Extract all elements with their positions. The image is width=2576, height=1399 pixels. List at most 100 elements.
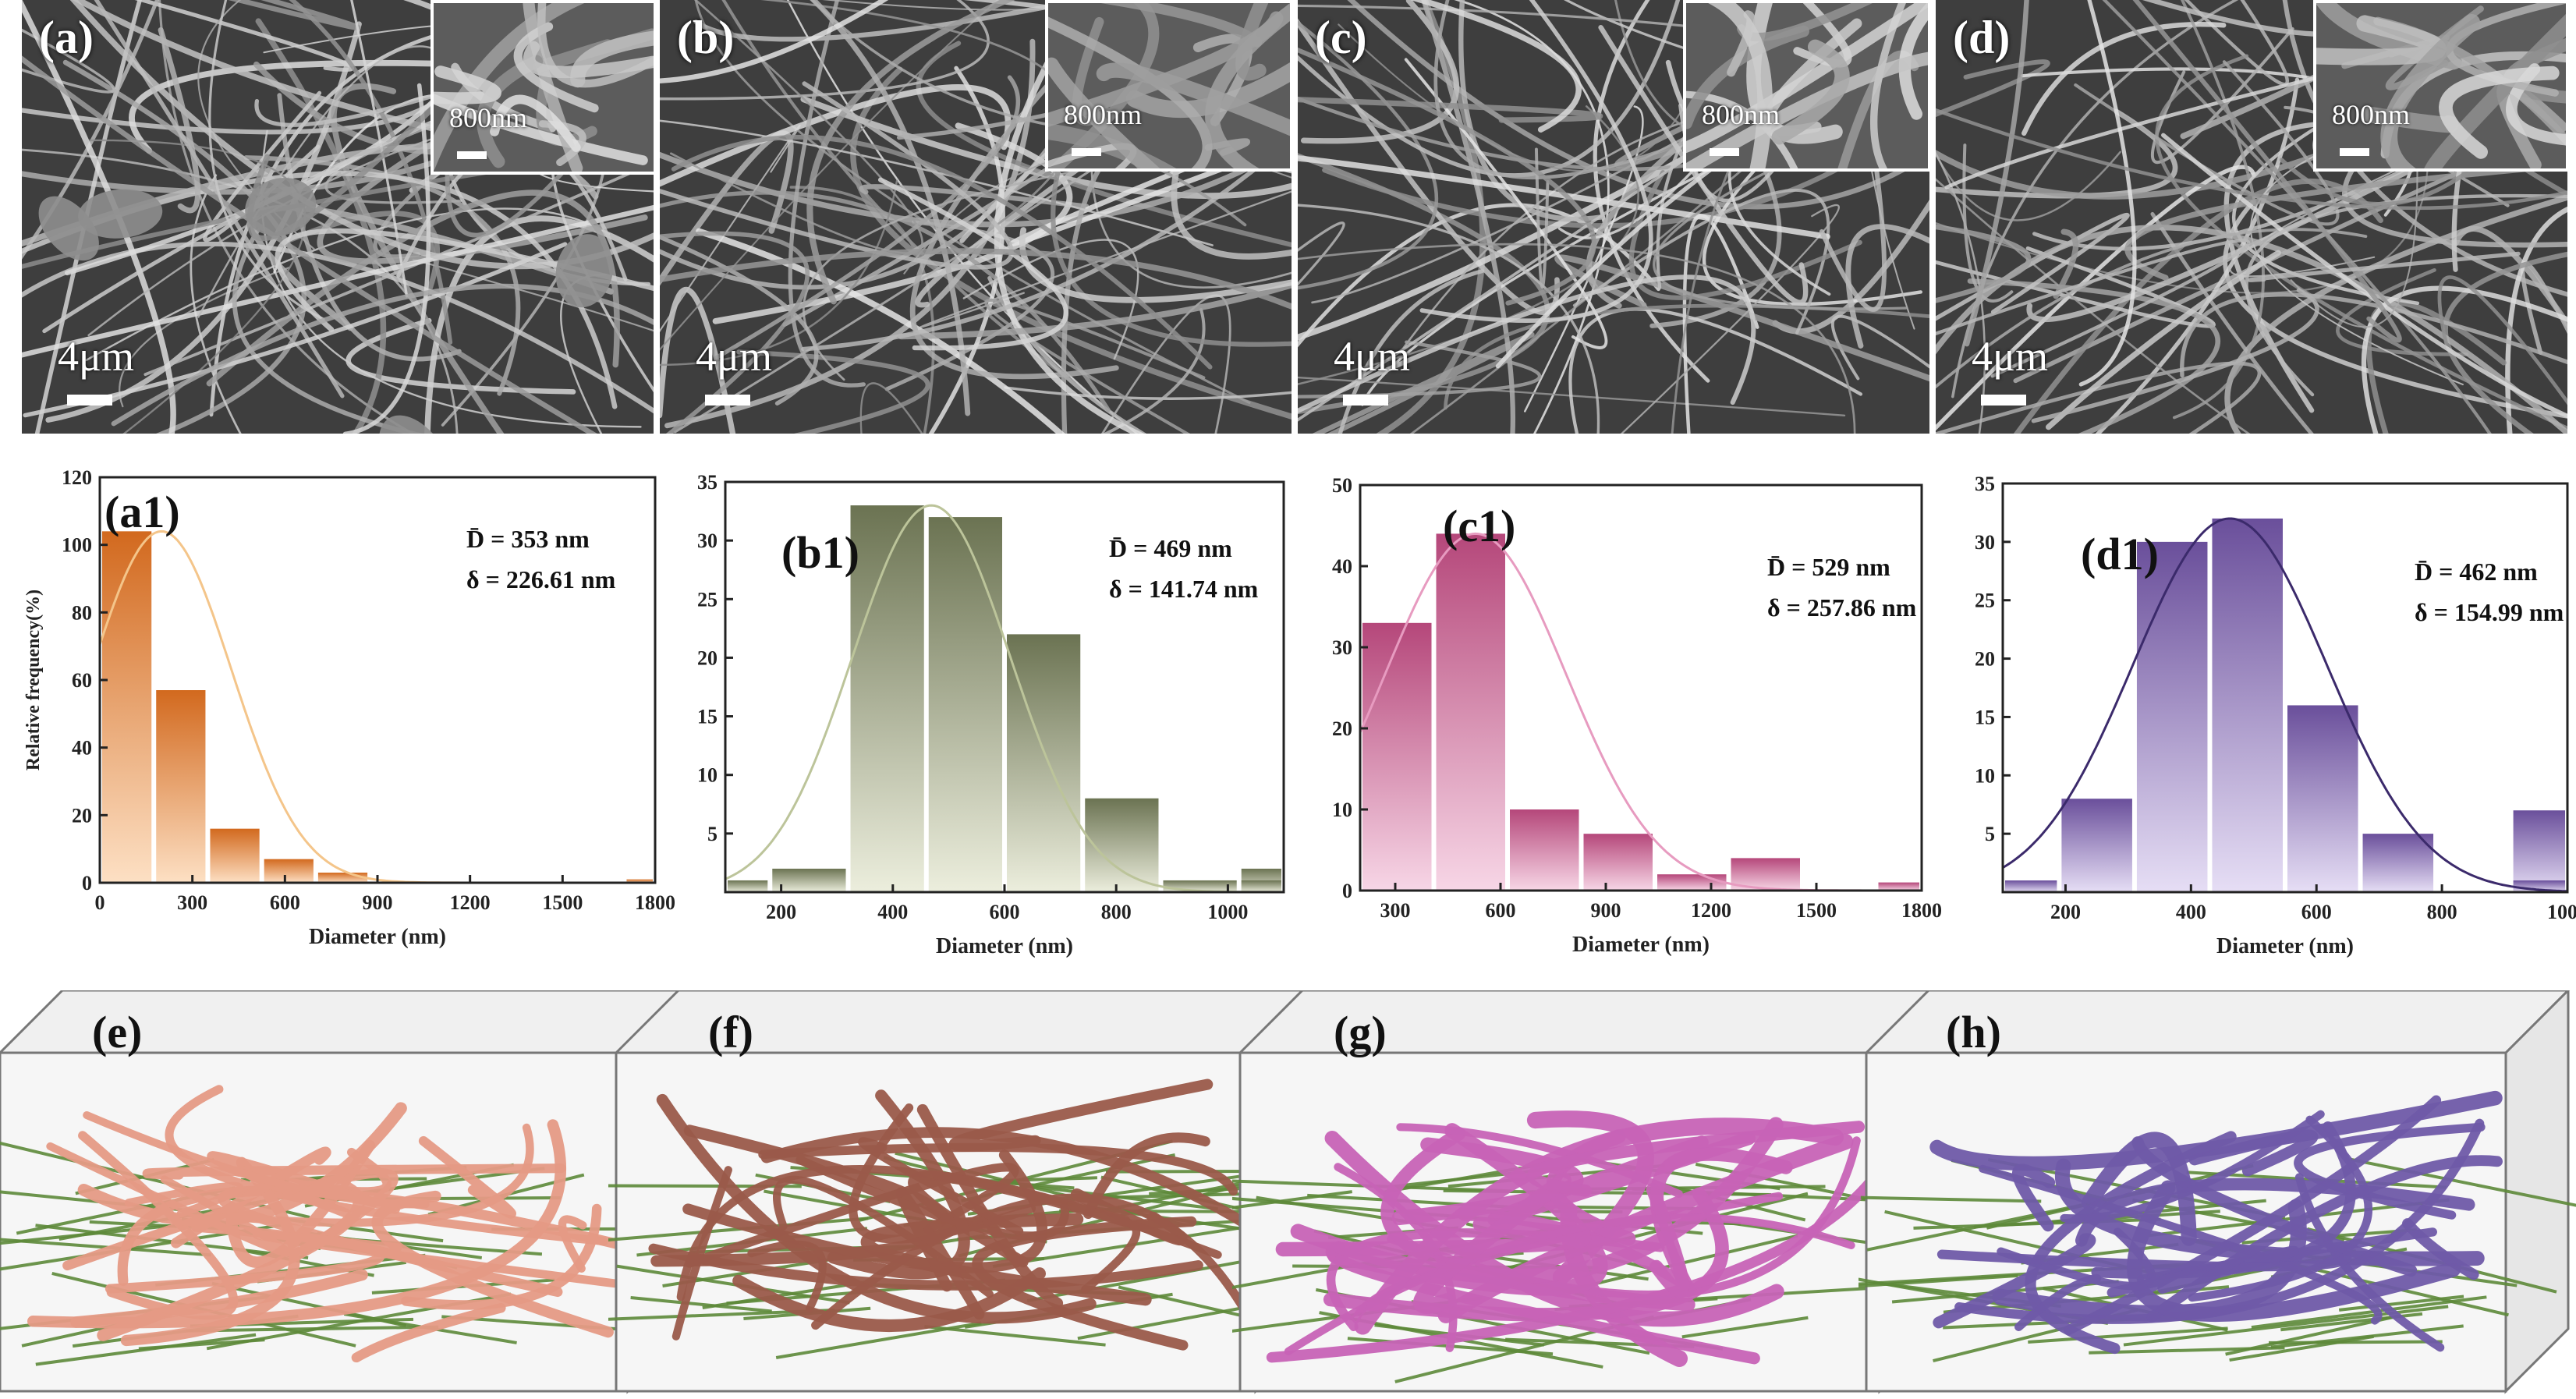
sem-fiber <box>788 0 866 388</box>
histogram-bar <box>2513 810 2565 892</box>
sem-fiber <box>1004 386 1292 400</box>
mean-diameter-label: D̄ = 353 nm <box>466 525 590 553</box>
scale-bar-a <box>67 395 112 406</box>
y-tick-label: 10 <box>697 764 718 787</box>
polymer-fiber <box>1324 1130 1784 1327</box>
sem-fiber <box>1298 274 1756 414</box>
sem-bead <box>78 189 163 239</box>
histogram-bar <box>1657 874 1727 891</box>
sem-fiber <box>859 184 1090 209</box>
polymer-fiber <box>142 1163 566 1180</box>
sem-fiber <box>2245 193 2567 397</box>
sem-fiber <box>317 123 648 264</box>
inset-fibers-a <box>434 3 654 172</box>
nanorod <box>211 1281 407 1328</box>
sem-fiber <box>1686 25 1809 129</box>
sem-fiber <box>424 215 654 434</box>
polymer-fiber <box>1954 1118 2485 1324</box>
x-axis-label: Diameter (nm) <box>936 934 1073 958</box>
y-tick-label: 10 <box>1975 764 1995 787</box>
sem-image-a: 800nm (a) 4μm <box>22 0 654 434</box>
nanorod <box>2089 1346 2285 1355</box>
y-tick-label: 30 <box>1332 636 1352 659</box>
histogram-bar <box>728 880 768 892</box>
y-tick-label: 35 <box>1975 473 1995 495</box>
sem-fiber <box>1936 224 2032 303</box>
y-tick-label: 80 <box>72 601 92 624</box>
fit-curve <box>2002 517 2568 893</box>
sem-fiber <box>1409 0 1582 133</box>
y-tick-label: 40 <box>72 737 92 760</box>
sem-fiber <box>1936 151 1986 434</box>
sem-bead <box>245 177 317 236</box>
inset-scale-bar <box>457 151 487 159</box>
sem-fiber <box>1771 39 1850 145</box>
polymer-fiber <box>401 1203 602 1310</box>
y-tick-label: 20 <box>1332 717 1352 740</box>
polymer-fiber <box>2060 1110 2325 1223</box>
x-tick-label: 1800 <box>1901 899 1942 922</box>
sem-fiber <box>1298 47 1596 306</box>
sem-image-c: 800nm (c) 4μm <box>1298 0 1929 434</box>
histogram-bar <box>264 859 314 883</box>
mean-diameter-label: D̄ = 529 nm <box>1767 553 1890 581</box>
x-axis-label: Diameter (nm) <box>2216 934 2354 958</box>
sem-fiber <box>916 41 1292 248</box>
y-tick-label: 5 <box>1985 823 1995 845</box>
histogram-bar <box>210 828 260 883</box>
x-tick-label: 1200 <box>1691 899 1731 922</box>
inset-scale-bar <box>1072 148 1101 156</box>
sem-fiber <box>477 55 544 168</box>
polymer-fiber <box>827 1089 970 1280</box>
panel-label: (d1) <box>2081 529 2159 579</box>
x-tick-label: 300 <box>1380 899 1411 922</box>
model-g: (g) <box>1232 990 1950 1399</box>
sem-fiber <box>2132 0 2402 343</box>
polymer-fiber <box>760 1127 1252 1230</box>
std-deviation-label: δ = 257.86 nm <box>1767 593 1917 622</box>
polymer-fiber <box>795 1155 1069 1241</box>
sem-fiber <box>1936 178 2251 434</box>
model-label-h: (h) <box>1946 1007 2001 1057</box>
sem-fiber <box>1298 376 1846 416</box>
sem-fiber <box>1048 11 1284 127</box>
sem-fiber <box>129 59 536 154</box>
sem-fiber <box>523 41 654 79</box>
sem-bead <box>38 196 99 261</box>
sem-fiber <box>671 134 1213 370</box>
sem-fiber <box>1936 228 2368 389</box>
sem-fiber <box>2380 13 2481 168</box>
sem-fiber <box>660 248 1292 310</box>
sem-fiber <box>490 94 581 152</box>
sem-fiber <box>1962 143 2014 303</box>
sem-fiber <box>660 0 990 101</box>
sem-fiber <box>2290 107 2418 328</box>
histogram-d1: 200 400 600 800 1000 5 10 15 20 25 30 35 Diameter (n… <box>1934 468 2576 975</box>
sem-fiber <box>1620 204 1840 434</box>
polymer-fiber <box>1275 1217 1592 1257</box>
x-tick-label: 600 <box>1486 899 1516 922</box>
histogram-bar <box>1007 634 1081 892</box>
x-tick-label: 900 <box>1591 899 1621 922</box>
polymer-fiber <box>1413 1172 1572 1314</box>
inset-fibers-d <box>2316 3 2566 168</box>
x-tick-label: 800 <box>2427 901 2457 923</box>
sem-fiber <box>331 83 505 434</box>
scale-bar-d <box>1981 395 2026 406</box>
sem-fiber <box>806 0 1016 305</box>
inset-b: 800nm <box>1045 0 1292 172</box>
sem-fiber <box>1298 155 1830 240</box>
polymer-fiber <box>685 1163 1019 1268</box>
histogram-bar <box>156 690 206 883</box>
sem-fiber <box>721 0 1066 377</box>
sem-fiber <box>2279 60 2567 207</box>
y-tick-label: 50 <box>1332 474 1352 497</box>
sem-fiber <box>513 22 599 113</box>
sem-fiber <box>984 298 1206 434</box>
nanorod <box>2229 1334 2374 1362</box>
x-tick-label: 200 <box>2050 901 2081 923</box>
polymer-fiber <box>1082 1132 1210 1220</box>
histogram-bar <box>1583 834 1653 891</box>
y-tick-label: 25 <box>697 588 718 611</box>
sem-image-d: 800nm (d) 4μm <box>1936 0 2567 434</box>
